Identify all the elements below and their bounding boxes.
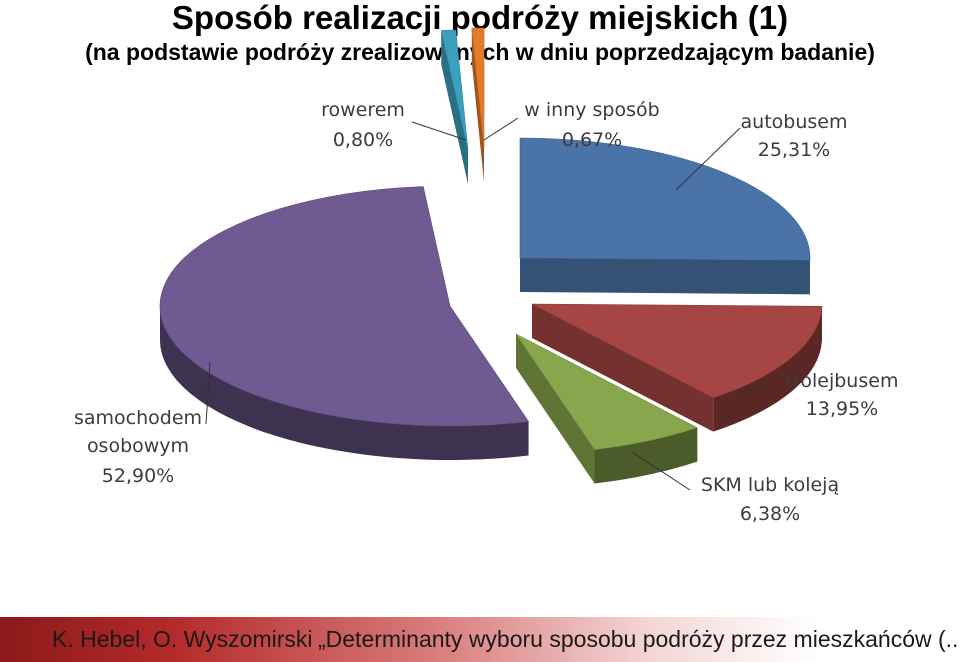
leader-line-4 xyxy=(411,121,467,141)
value-inny-sposob: 0,67% xyxy=(562,129,622,151)
pie-slice-5 xyxy=(471,27,485,183)
leader-line-0 xyxy=(675,127,741,191)
label-samochodem-line2: osobowym xyxy=(87,435,189,457)
value-rowerem: 0,80% xyxy=(333,129,393,151)
pie-slice-1 xyxy=(531,303,823,432)
leader-line-5 xyxy=(483,117,519,141)
pie-chart: autobusem 25,31% trolejbusem 13,95% SKM … xyxy=(74,27,899,525)
leader-line-3 xyxy=(205,361,211,425)
label-skm: SKM lub koleją xyxy=(701,474,839,496)
footer-authors: K. Hebel, O. Wyszomirski xyxy=(52,626,313,652)
pie-slice-3 xyxy=(159,186,530,460)
value-samochodem: 52,90% xyxy=(102,465,174,487)
footer-bar xyxy=(0,617,960,662)
leader-line-2 xyxy=(631,451,691,491)
label-inny-sposob: w inny sposób xyxy=(524,99,659,121)
pie-slice-0 xyxy=(519,137,811,295)
footer-work-title: „Determinanty wyboru sposobu podróży prz… xyxy=(318,626,960,652)
value-skm: 6,38% xyxy=(740,503,800,525)
value-autobusem: 25,31% xyxy=(758,139,830,161)
label-trolejbusem: trolejbusem xyxy=(786,370,899,392)
label-samochodem-line1: samochodem xyxy=(74,407,202,429)
value-trolejbusem: 13,95% xyxy=(806,398,878,420)
label-autobusem: autobusem xyxy=(741,111,848,133)
leader-line-1 xyxy=(737,385,773,393)
label-rowerem: rowerem xyxy=(321,99,405,121)
pie-slice-4 xyxy=(440,29,469,185)
pie-slice-2 xyxy=(515,333,699,484)
